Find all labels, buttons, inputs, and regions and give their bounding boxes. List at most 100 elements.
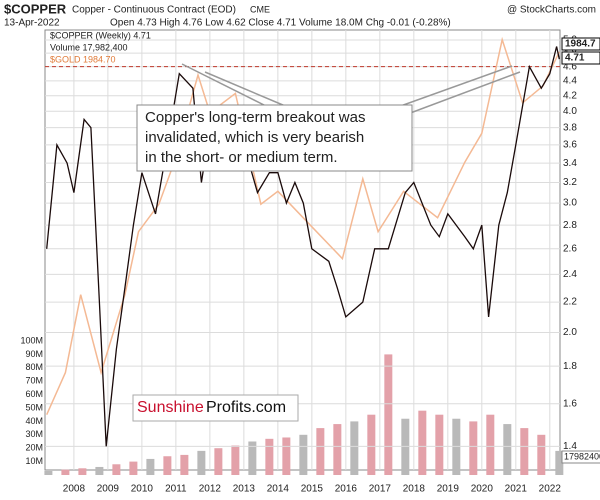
y-tick-label: 3.2 [563, 177, 577, 188]
volume-bar [163, 456, 172, 475]
last-value-box [561, 37, 600, 51]
volume-bar [248, 441, 257, 475]
brand: Sunshine [137, 399, 204, 416]
last-value-label: 4.71 [565, 53, 585, 64]
price-line [46, 46, 560, 447]
volume-bar [231, 445, 240, 475]
y-tick-label: 1.4 [563, 441, 577, 452]
arrow [394, 65, 513, 109]
quote: Open 4.73 High 4.76 Low 4.62 Close 4.71 … [110, 18, 451, 29]
arrow [204, 71, 291, 109]
price-line [46, 36, 560, 416]
y-tick-label: 10M [25, 456, 43, 466]
y-tick-label: 30M [25, 429, 43, 439]
y-tick-label: 1.6 [563, 398, 577, 409]
instrument-name: Copper - Continuous Contract (EOD) [72, 5, 236, 16]
y-tick-label: 2.6 [563, 243, 577, 254]
x-tick-label: 2016 [335, 484, 358, 495]
y-tick-label: 100M [20, 335, 43, 345]
volume-bar [401, 418, 410, 475]
volume-bar [469, 421, 478, 475]
y-tick-label: 2.8 [563, 220, 577, 231]
x-tick-label: 2019 [437, 484, 460, 495]
last-value-box [561, 51, 600, 65]
annotation: invalidated, which is very bearish [145, 129, 364, 146]
volume-bar [78, 468, 87, 475]
y-tick-label: 70M [25, 376, 43, 386]
annotation-box [136, 104, 413, 172]
legend-entry: $COPPER (Weekly) 4.71 [50, 30, 151, 40]
volume-bar [214, 448, 223, 475]
x-tick-label: 2021 [505, 484, 528, 495]
volume-bar [129, 461, 138, 475]
volume-bar [44, 470, 53, 475]
x-tick-label: 2013 [233, 484, 256, 495]
volume-bar [367, 414, 376, 475]
y-tick-label: 2.0 [563, 327, 577, 338]
x-tick-label: 2010 [131, 484, 154, 495]
y-tick-label: 4.2 [563, 90, 577, 101]
y-tick-label: 3.0 [563, 198, 577, 209]
volume-bar [418, 410, 427, 475]
x-tick-label: 2015 [301, 484, 324, 495]
volume-bar [555, 450, 564, 475]
annotation: in the short- or medium term. [145, 149, 338, 166]
legend-entry: $GOLD 1984.70 [50, 54, 116, 64]
symbol: $COPPER [4, 1, 67, 16]
volume-bar [61, 469, 70, 475]
y-tick-label: 60M [25, 389, 43, 399]
x-tick-label: 2014 [267, 484, 290, 495]
y-tick-label: 3.6 [563, 140, 577, 151]
volume-bar [333, 424, 342, 475]
y-tick-label: 1.8 [563, 361, 577, 372]
x-tick-label: 2011 [165, 484, 187, 495]
overlay: Copper's long-term breakout was invalida… [20, 30, 600, 466]
last-value-label: 17982400 [564, 451, 600, 461]
volume-bar [180, 454, 189, 475]
y-tick-label: 2.2 [563, 297, 577, 308]
x-tick-label: 2022 [539, 484, 562, 495]
volume-bar [316, 428, 325, 475]
volume-bar [112, 464, 121, 475]
last-value-label: 1984.7 [565, 39, 596, 50]
volume-bar [350, 421, 359, 475]
volume-bar [146, 458, 155, 475]
y-tick-label: 50M [25, 402, 43, 412]
brand-box [132, 394, 299, 422]
y-tick-label: 80M [25, 362, 43, 372]
volume-bar [537, 434, 546, 475]
brand: Profits.com [206, 399, 286, 416]
volume-bar [197, 450, 206, 475]
x-tick-label: 2018 [403, 484, 426, 495]
volume-bar [503, 424, 512, 475]
volume-bar [384, 354, 393, 475]
y-tick-label: 20M [25, 443, 43, 453]
volume-bar [520, 428, 529, 475]
annotation: Copper's long-term breakout was [145, 109, 365, 126]
last-value-box [561, 450, 600, 464]
x-tick-label: 2009 [97, 484, 120, 495]
x-tick-label: 2008 [63, 484, 86, 495]
y-tick-label: 4.0 [563, 106, 577, 117]
y-tick-label: 90M [25, 349, 43, 359]
source: @ StockCharts.com [507, 5, 596, 16]
y-tick-label: 3.8 [563, 122, 577, 133]
volume-bar [282, 437, 291, 475]
volume-bar [265, 438, 274, 475]
legend-entry: Volume 17,982,400 [50, 42, 128, 52]
arrow [181, 63, 271, 109]
arrow [404, 71, 521, 116]
volume-bar [486, 414, 495, 475]
y-tick-label: 3.4 [563, 158, 577, 169]
volume-bar [299, 434, 308, 475]
x-tick-label: 2017 [369, 484, 392, 495]
date: 13-Apr-2022 [4, 18, 60, 29]
y-tick-label: 4.6 [563, 61, 577, 72]
y-tick-label: 4.4 [563, 75, 577, 86]
x-tick-label: 2012 [199, 484, 222, 495]
volume-bar [95, 466, 104, 475]
volume-bar [452, 418, 461, 475]
exchange: CME [250, 4, 270, 14]
